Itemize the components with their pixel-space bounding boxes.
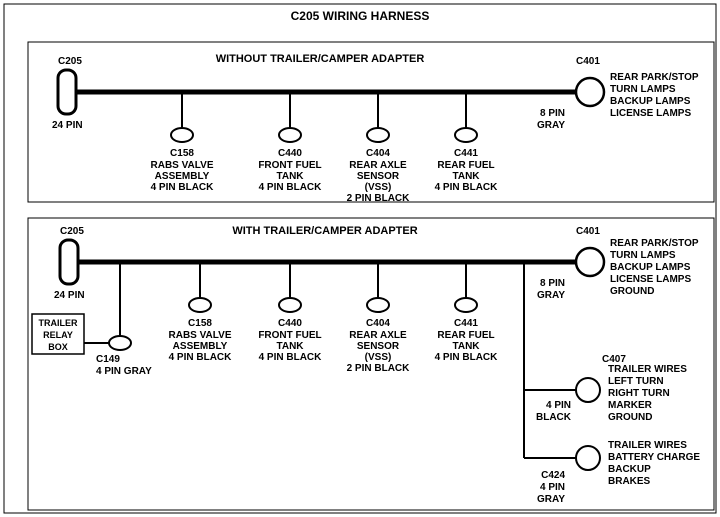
drop-label: REAR FUEL [437,160,494,171]
wiring-diagram: C205 WIRING HARNESS WITHOUT TRAILER/CAMPE… [0,0,720,517]
drop-id: C158 [188,318,212,329]
drop-label: (VSS) [365,352,392,363]
c401-pins: 8 PIN [540,108,565,119]
c424-color: GRAY [537,494,565,505]
drop-label: (VSS) [365,182,392,193]
c424-label: BRAKES [608,476,651,487]
c407-label: TRAILER WIRES [608,364,687,375]
c401-color-2: GRAY [537,290,565,301]
drop-id: C404 [366,318,390,329]
relay-pins: 4 PIN GRAY [96,366,152,377]
c407-label: LEFT TURN [608,376,664,387]
drop-label: 2 PIN BLACK [347,363,411,374]
c205-pins: 24 PIN [52,120,83,131]
c424-id: C424 [541,470,565,481]
drop-label: ASSEMBLY [173,341,228,352]
subtitle-1: WITHOUT TRAILER/CAMPER ADAPTER [216,53,425,65]
c401-label-2: BACKUP LAMPS [610,262,691,273]
drop-label: 4 PIN BLACK [169,352,233,363]
relay-id: C149 [96,354,120,365]
c424-label: BATTERY CHARGE [608,452,700,463]
drop-id: C440 [278,318,302,329]
c407-label: RIGHT TURN [608,388,670,399]
drop-label: TANK [452,171,480,182]
drop-label: TANK [276,171,304,182]
drop-label: REAR AXLE [349,160,407,171]
subtitle-2: WITH TRAILER/CAMPER ADAPTER [232,225,417,237]
drop-id: C441 [454,148,478,159]
c401-label-2: REAR PARK/STOP [610,238,699,249]
drop-label: 4 PIN BLACK [259,182,323,193]
c401-label: TURN LAMPS [610,84,676,95]
drop-id: C441 [454,318,478,329]
c424-label: TRAILER WIRES [608,440,687,451]
drop-label: 4 PIN BLACK [435,182,499,193]
drop-label: TANK [452,341,480,352]
drop-label: RABS VALVE [151,160,214,171]
c205-id-2: C205 [60,226,84,237]
c407-pins: 4 PIN [546,400,571,411]
drop-label: RABS VALVE [169,330,232,341]
c424-pins: 4 PIN [540,482,565,493]
c205-pins-2: 24 PIN [54,290,85,301]
c401-pins-2: 8 PIN [540,278,565,289]
drop-id: C404 [366,148,390,159]
drop-label: 4 PIN BLACK [259,352,323,363]
drop-label: 4 PIN BLACK [151,182,215,193]
c401-label: REAR PARK/STOP [610,72,699,83]
c407-label: GROUND [608,412,652,423]
drop-label: SENSOR [357,171,400,182]
drop-id: C158 [170,148,194,159]
c401-label: BACKUP LAMPS [610,96,691,107]
c401-id-2: C401 [576,226,600,237]
drop-label: REAR FUEL [437,330,494,341]
drop-label: TANK [276,341,304,352]
relay-box-label: RELAY [43,330,73,340]
drop-label: SENSOR [357,341,400,352]
c424-label: BACKUP [608,464,651,475]
c401-label: LICENSE LAMPS [610,108,691,119]
drop-label: FRONT FUEL [258,160,321,171]
c401-label-2: LICENSE LAMPS [610,274,691,285]
drop-label: REAR AXLE [349,330,407,341]
c401-label-2: GROUND [610,286,654,297]
drop-label: ASSEMBLY [155,171,210,182]
relay-box-label: TRAILER [39,318,78,328]
c401-color: GRAY [537,120,565,131]
page-title: C205 WIRING HARNESS [291,9,430,23]
drop-label: 4 PIN BLACK [435,352,499,363]
drop-label: FRONT FUEL [258,330,321,341]
c401-id: C401 [576,56,600,67]
c205-id: C205 [58,56,82,67]
c407-color: BLACK [536,412,572,423]
c407-label: MARKER [608,400,653,411]
relay-box-label: BOX [48,342,68,352]
drop-id: C440 [278,148,302,159]
c401-label-2: TURN LAMPS [610,250,676,261]
